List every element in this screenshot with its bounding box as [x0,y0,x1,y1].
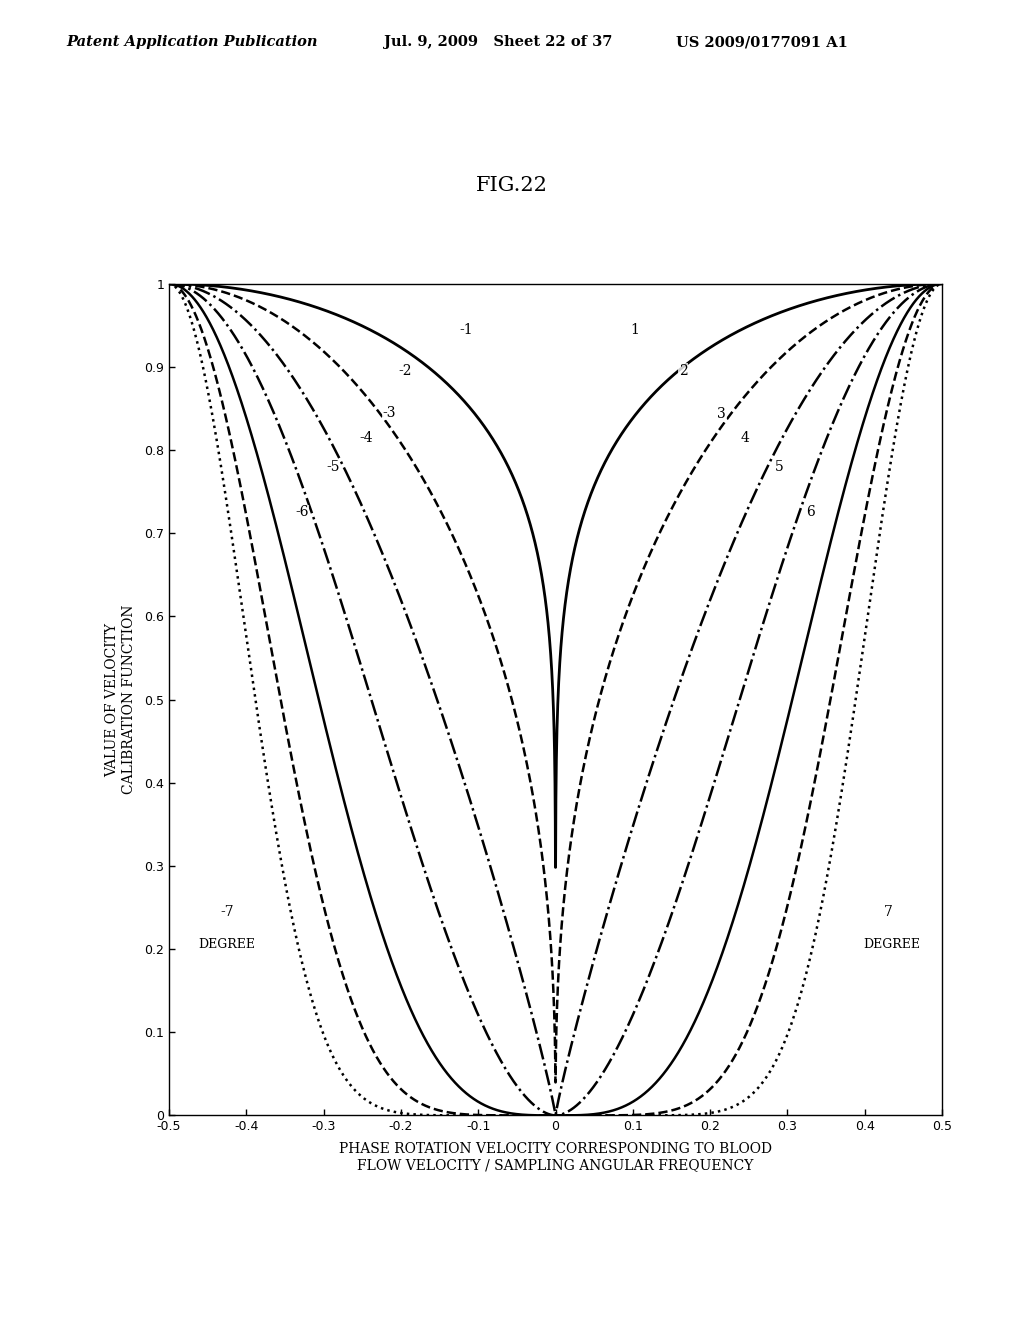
Y-axis label: VALUE OF VELOCITY
CALIBRATION FUNCTION: VALUE OF VELOCITY CALIBRATION FUNCTION [105,605,136,795]
Text: US 2009/0177091 A1: US 2009/0177091 A1 [676,36,848,49]
Text: 7: 7 [884,904,892,919]
Text: 1: 1 [631,322,640,337]
Text: 4: 4 [740,430,750,445]
Text: 5: 5 [775,459,784,474]
Text: Jul. 9, 2009   Sheet 22 of 37: Jul. 9, 2009 Sheet 22 of 37 [384,36,612,49]
Text: -7: -7 [220,904,233,919]
Text: Patent Application Publication: Patent Application Publication [67,36,318,49]
X-axis label: PHASE ROTATION VELOCITY CORRESPONDING TO BLOOD
FLOW VELOCITY / SAMPLING ANGULAR : PHASE ROTATION VELOCITY CORRESPONDING TO… [339,1142,772,1172]
Text: DEGREE: DEGREE [199,939,255,952]
Text: 2: 2 [679,364,687,378]
Text: -5: -5 [326,459,340,474]
Text: -3: -3 [383,405,396,420]
Text: -2: -2 [398,364,412,378]
Text: -1: -1 [460,322,473,337]
Text: -6: -6 [295,506,308,520]
Text: DEGREE: DEGREE [863,939,921,952]
Text: 6: 6 [806,506,815,520]
Text: FIG.22: FIG.22 [476,177,548,195]
Text: -4: -4 [359,430,373,445]
Text: 3: 3 [718,408,726,421]
